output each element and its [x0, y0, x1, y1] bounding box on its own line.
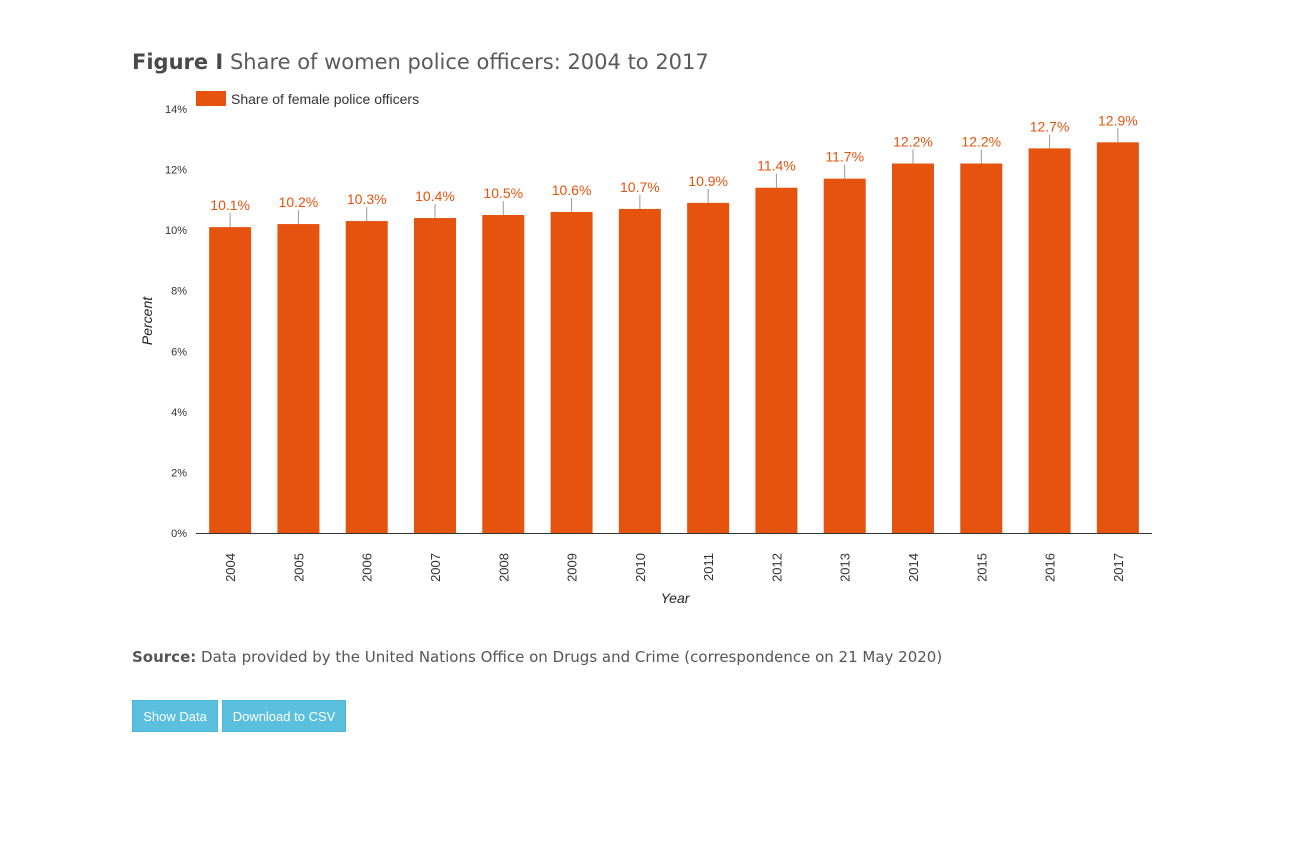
figure-title: Figure I Share of women police officers:…: [132, 50, 709, 74]
x-axis: 2004 2005 2006 2007 2008 2009 2010 2011 2012 2013…: [196, 533, 1152, 582]
bar: [823, 178, 866, 533]
y-tick-label: 4%: [171, 407, 187, 419]
bar: [755, 187, 798, 533]
data-label: 10.2%: [279, 194, 319, 210]
bar: [414, 218, 456, 533]
source-note: Source: Data provided by the United Nati…: [132, 648, 942, 666]
x-tick-label: 2017: [1111, 553, 1126, 582]
data-label: 10.3%: [347, 191, 387, 207]
x-tick-label: 2010: [633, 553, 648, 582]
data-label: 10.5%: [483, 185, 523, 201]
x-tick-label: 2006: [360, 553, 375, 582]
data-label: 12.9%: [1098, 112, 1138, 128]
y-axis-title: Percent: [139, 296, 155, 345]
x-tick-label: 2013: [838, 553, 853, 582]
figure-label: Figure I: [132, 50, 224, 74]
bar: [892, 163, 934, 533]
bar: [550, 211, 593, 533]
x-tick-label: 2007: [428, 553, 443, 582]
bar: [277, 224, 320, 534]
figure-title-text: Share of women police officers: 2004 to …: [229, 50, 709, 74]
x-tick-label: 2005: [291, 553, 306, 582]
data-label: 12.2%: [961, 134, 1001, 150]
data-label: 10.6%: [552, 182, 592, 198]
y-tick-label: 10%: [165, 225, 187, 237]
y-tick-label: 0%: [171, 528, 187, 540]
y-tick-label: 14%: [165, 104, 187, 116]
bar: [209, 227, 252, 533]
bar: [482, 215, 525, 533]
x-tick-label: 2015: [974, 553, 989, 582]
y-tick-label: 12%: [165, 165, 187, 177]
y-tick-label: 6%: [171, 346, 187, 358]
x-tick-label: 2004: [223, 553, 238, 582]
x-tick-label: 2016: [1043, 553, 1058, 582]
bar: [345, 221, 388, 534]
y-tick-label: 2%: [171, 467, 187, 479]
x-axis-title: Year: [661, 590, 691, 606]
data-label: 10.1%: [210, 197, 250, 213]
data-label: 12.2%: [893, 134, 933, 150]
bar: [618, 208, 661, 533]
x-tick-label: 2009: [565, 553, 580, 582]
x-tick-label: 2008: [496, 553, 511, 582]
x-tick-label: 2012: [769, 553, 784, 582]
data-label: 10.9%: [688, 173, 728, 189]
legend-label: Share of female police officers: [231, 91, 419, 107]
bar: [960, 163, 1003, 533]
bar-chart: Share of female police officers 0% 2% 4% 6%…: [139, 91, 1152, 606]
bar: [1096, 142, 1139, 534]
y-tick-label: 8%: [171, 286, 187, 298]
legend-swatch: [196, 91, 226, 106]
y-axis: 0% 2% 4% 6% 8% 10% 12% 14%: [165, 104, 187, 540]
data-label: 11.7%: [825, 149, 864, 165]
x-tick-label: 2011: [701, 553, 716, 581]
source-text: Data provided by the United Nations Offi…: [201, 648, 943, 666]
show-data-button[interactable]: Show Data: [132, 700, 218, 732]
data-label: 12.7%: [1030, 118, 1070, 134]
data-label: 10.4%: [415, 188, 455, 204]
source-label: Source:: [132, 648, 197, 666]
download-csv-button[interactable]: Download to CSV: [222, 700, 346, 732]
chart-legend: Share of female police officers: [196, 91, 419, 107]
x-tick-label: 2014: [906, 553, 921, 582]
data-label: 11.4%: [757, 158, 796, 174]
bar: [687, 202, 730, 533]
bars: 10.1% 10.2% 10.3% 10.4% 10.5% 10.6% 10.7% 10.9%…: [209, 112, 1139, 534]
bar: [1028, 148, 1071, 533]
data-label: 10.7%: [620, 179, 660, 195]
